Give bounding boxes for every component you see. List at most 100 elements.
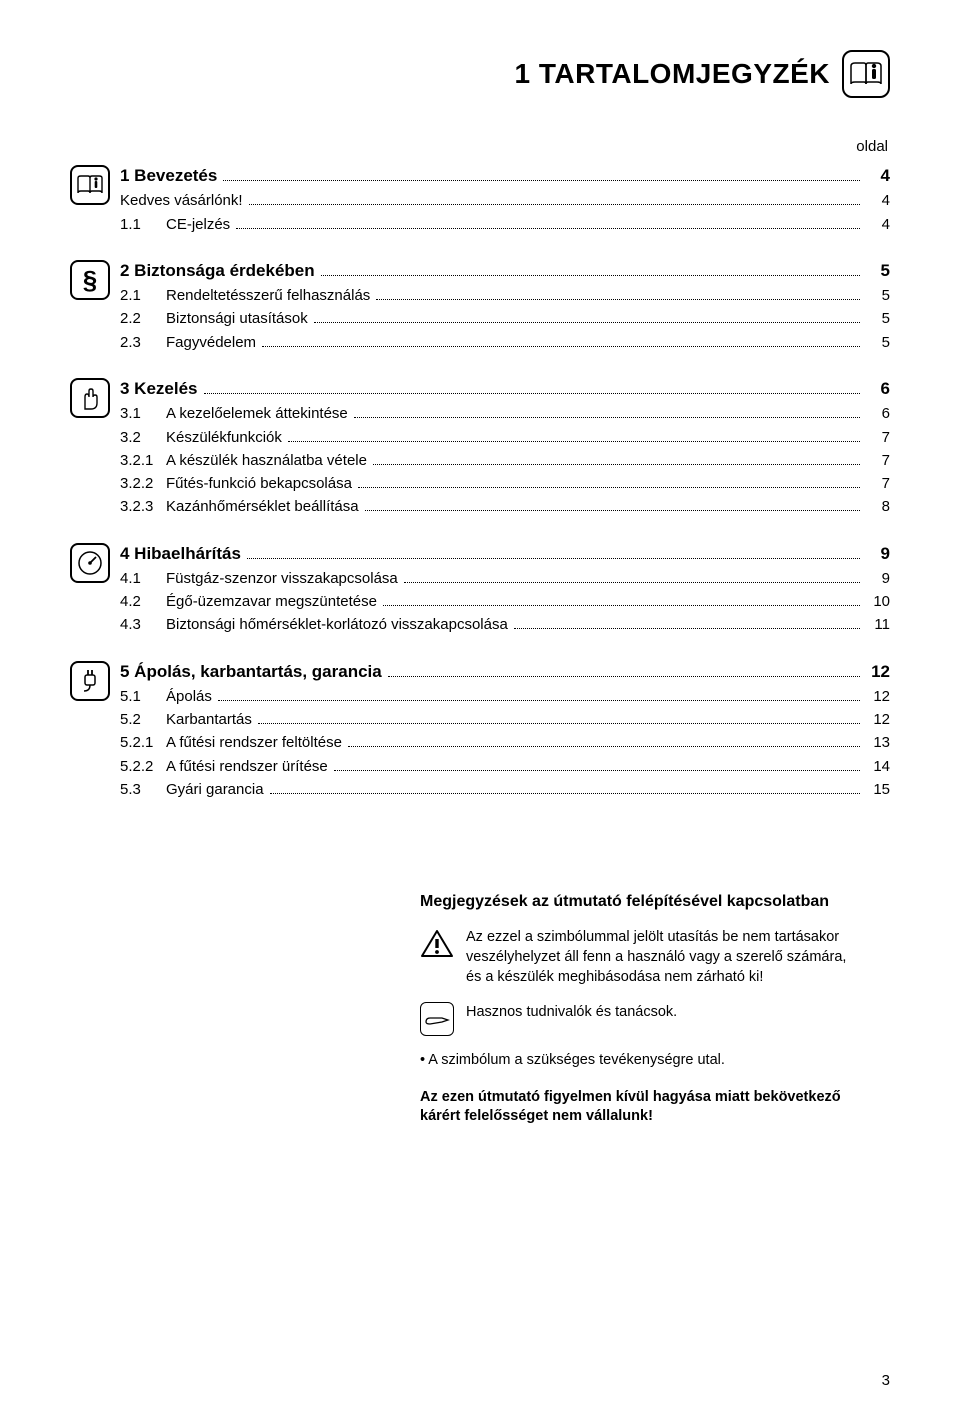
- book-info-icon: [842, 50, 890, 98]
- section-heading: 1 Bevezetés: [120, 163, 217, 189]
- section-page: 6: [866, 376, 890, 402]
- toc-item-row: 3.1A kezelőelemek áttekintése 6: [120, 402, 890, 425]
- dot-leader: [383, 605, 860, 606]
- dot-leader: [236, 228, 860, 229]
- book-icon: [70, 165, 110, 205]
- toc-item-row: 5.2.2A fűtési rendszer ürítése14: [120, 755, 890, 778]
- plug-icon: [70, 661, 110, 701]
- toc-section: 4 Hibaelhárítás94.1Füstgáz-szenzor vissz…: [70, 541, 890, 637]
- toc-item-label: Kedves vásárlónk!: [120, 189, 243, 212]
- dot-leader: [358, 487, 860, 488]
- toc-item-page: 13: [866, 731, 890, 754]
- toc-item-row: 4.2Égő-üzemzavar megszüntetése 10: [120, 590, 890, 613]
- toc-item-label: 3.2.1A készülék használatba vétele: [120, 449, 367, 472]
- warning-note: Az ezzel a szimbólummal jelölt utasítás …: [420, 927, 860, 988]
- section-icon-column: [70, 659, 120, 802]
- notes-block: Megjegyzések az útmutató felépítésével k…: [420, 891, 860, 1127]
- toc-item-row: 5.3Gyári garancia 15: [120, 778, 890, 801]
- section-page: 4: [866, 163, 890, 189]
- section-heading-row: 3 Kezelés 6: [120, 376, 890, 402]
- section-heading: 4 Hibaelhárítás: [120, 541, 241, 567]
- dot-leader: [247, 558, 860, 559]
- section-heading-row: 4 Hibaelhárítás 9: [120, 541, 890, 567]
- toc-item-label: 3.2Készülékfunkciók: [120, 426, 282, 449]
- dot-leader: [334, 770, 860, 771]
- toc-item-page: 6: [866, 402, 890, 425]
- toc-item-row: 5.2.1A fűtési rendszer feltöltése 13: [120, 731, 890, 754]
- dot-leader: [365, 510, 860, 511]
- section-body: 4 Hibaelhárítás94.1Füstgáz-szenzor vissz…: [120, 541, 890, 637]
- toc-item-row: 2.1Rendeltetésszerű felhasználás5: [120, 284, 890, 307]
- page-column-label: oldal: [70, 138, 890, 155]
- toc-item-page: 15: [866, 778, 890, 801]
- dot-leader: [262, 346, 860, 347]
- dot-leader: [223, 180, 860, 181]
- notes-title: Megjegyzések az útmutató felépítésével k…: [420, 891, 860, 913]
- dot-leader: [258, 723, 860, 724]
- toc-item-page: 12: [866, 685, 890, 708]
- toc-item-page: 5: [866, 284, 890, 307]
- toc-item-row: 3.2.1A készülék használatba vétele7: [120, 449, 890, 472]
- page-number: 3: [882, 1372, 890, 1389]
- toc-item-page: 12: [866, 708, 890, 731]
- toc-item-label: 4.2Égő-üzemzavar megszüntetése: [120, 590, 377, 613]
- toc-item-label: 4.3Biztonsági hőmérséklet-korlátozó viss…: [120, 613, 508, 636]
- toc-item-row: 3.2.2Fűtés-funkció bekapcsolása7: [120, 472, 890, 495]
- toc-item-row: 3.2Készülékfunkciók 7: [120, 426, 890, 449]
- section-page: 5: [866, 258, 890, 284]
- warning-icon: [420, 927, 454, 961]
- dot-leader: [354, 417, 860, 418]
- toc-item-label: 3.2.3Kazánhőmérséklet beállítása: [120, 495, 359, 518]
- toc-item-label: 1.1CE-jelzés: [120, 213, 230, 236]
- dot-leader: [204, 393, 861, 394]
- toc-item-row: 5.1Ápolás12: [120, 685, 890, 708]
- section-body: 3 Kezelés 6 3.1A kezelőelemek áttekintése 6…: [120, 376, 890, 519]
- toc-item-label: 5.3Gyári garancia: [120, 778, 264, 801]
- section-icon-column: [70, 163, 120, 236]
- toc-item-row: 1.1CE-jelzés4: [120, 213, 890, 236]
- dot-leader: [388, 676, 860, 677]
- section-icon-column: [70, 541, 120, 637]
- section-icon-column: [70, 376, 120, 519]
- section-page: 9: [866, 541, 890, 567]
- warning-text: Az ezzel a szimbólummal jelölt utasítás …: [466, 927, 860, 988]
- header-title: 1 TARTALOMJEGYZÉK: [515, 58, 830, 90]
- toc-item-page: 9: [866, 567, 890, 590]
- paragraph-icon: §: [70, 260, 110, 300]
- page-header: 1 TARTALOMJEGYZÉK: [70, 50, 890, 98]
- section-icon-column: §: [70, 258, 120, 354]
- toc-section: 3 Kezelés 6 3.1A kezelőelemek áttekintése 6…: [70, 376, 890, 519]
- dot-leader: [321, 275, 860, 276]
- dot-leader: [288, 441, 860, 442]
- table-of-contents: 1 Bevezetés 4Kedves vásárlónk! 4 1.1CE-jelz…: [70, 163, 890, 801]
- disclaimer-text: Az ezen útmutató figyelmen kívül hagyása…: [420, 1088, 860, 1127]
- dot-leader: [404, 582, 860, 583]
- toc-item-page: 7: [866, 426, 890, 449]
- hand-icon: [70, 378, 110, 418]
- toc-item-label: 5.2.1A fűtési rendszer feltöltése: [120, 731, 342, 754]
- toc-item-row: 4.1Füstgáz-szenzor visszakapcsolása 9: [120, 567, 890, 590]
- toc-item-page: 14: [866, 755, 890, 778]
- toc-item-label: 4.1Füstgáz-szenzor visszakapcsolása: [120, 567, 398, 590]
- section-heading: 3 Kezelés: [120, 376, 198, 402]
- toc-item-page: 5: [866, 331, 890, 354]
- dot-leader: [373, 464, 860, 465]
- dot-leader: [514, 628, 860, 629]
- section-page: 12: [866, 659, 890, 685]
- dot-leader: [376, 299, 860, 300]
- section-heading-row: 1 Bevezetés 4: [120, 163, 890, 189]
- toc-item-page: 11: [866, 613, 890, 636]
- toc-item-label: 3.1A kezelőelemek áttekintése: [120, 402, 348, 425]
- toc-item-label: 2.2Biztonsági utasítások: [120, 307, 308, 330]
- hand-point-icon: [420, 1002, 454, 1036]
- toc-item-page: 10: [866, 590, 890, 613]
- section-body: 1 Bevezetés 4Kedves vásárlónk! 4 1.1CE-jelz…: [120, 163, 890, 236]
- section-heading: 5 Ápolás, karbantartás, garancia: [120, 659, 382, 685]
- toc-section: 5 Ápolás, karbantartás, garancia 125.1Ápo…: [70, 659, 890, 802]
- toc-item-label: 3.2.2Fűtés-funkció bekapcsolása: [120, 472, 352, 495]
- dot-leader: [348, 746, 860, 747]
- dot-leader: [218, 700, 860, 701]
- section-heading-row: 2 Biztonsága érdekében5: [120, 258, 890, 284]
- dot-leader: [249, 204, 860, 205]
- section-body: 5 Ápolás, karbantartás, garancia 125.1Ápo…: [120, 659, 890, 802]
